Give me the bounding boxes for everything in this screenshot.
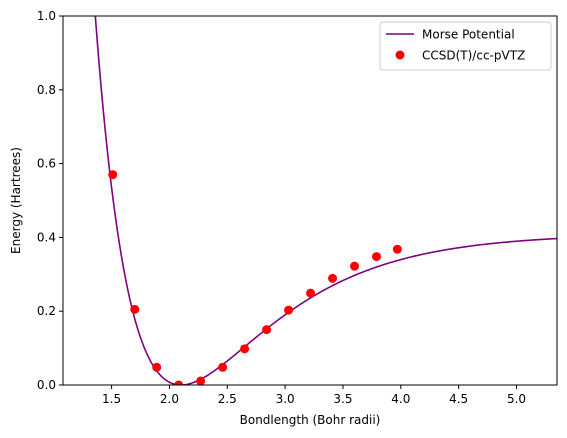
x-tick-label: 3.5 xyxy=(333,392,352,406)
ccsdt-point xyxy=(262,325,271,334)
ccsdt-point xyxy=(372,252,381,261)
ccsdt-point xyxy=(306,289,315,298)
legend: Morse Potential CCSD(T)/cc-pVTZ xyxy=(380,22,551,70)
x-tick-label: 1.5 xyxy=(102,392,121,406)
x-axis-label: Bondlength (Bohr radii) xyxy=(240,413,381,427)
x-axis: 1.5 2.0 2.5 3.0 3.5 4.0 4.5 5.0 xyxy=(102,385,526,406)
y-tick-label: 1.0 xyxy=(37,9,56,23)
x-tick-label: 2.0 xyxy=(160,392,179,406)
x-tick-label: 4.0 xyxy=(391,392,410,406)
x-tick-label: 3.0 xyxy=(276,392,295,406)
legend-marker-swatch xyxy=(396,51,405,60)
y-axis: 0.0 0.2 0.4 0.6 0.8 1.0 xyxy=(37,9,63,392)
x-tick-label: 5.0 xyxy=(507,392,526,406)
ccsdt-point xyxy=(240,344,249,353)
legend-label-morse: Morse Potential xyxy=(422,28,515,42)
ccsdt-point xyxy=(130,305,139,314)
ccsdt-point xyxy=(108,170,117,179)
y-tick-label: 0.4 xyxy=(37,230,56,244)
legend-label-ccsdt: CCSD(T)/cc-pVTZ xyxy=(422,49,525,63)
ccsdt-point xyxy=(284,306,293,315)
ccsdt-point xyxy=(350,262,359,271)
y-tick-label: 0.2 xyxy=(37,304,56,318)
x-tick-label: 4.5 xyxy=(449,392,468,406)
x-tick-label: 2.5 xyxy=(218,392,237,406)
y-tick-label: 0.8 xyxy=(37,83,56,97)
y-tick-label: 0.0 xyxy=(37,378,56,392)
ccsdt-point xyxy=(393,245,402,254)
ccsdt-point xyxy=(218,363,227,372)
ccsdt-point xyxy=(328,274,337,283)
ccsdt-point xyxy=(152,363,161,372)
y-tick-label: 0.6 xyxy=(37,157,56,171)
y-axis-label: Energy (Hartrees) xyxy=(9,147,23,254)
ccsdt-point xyxy=(196,376,205,385)
